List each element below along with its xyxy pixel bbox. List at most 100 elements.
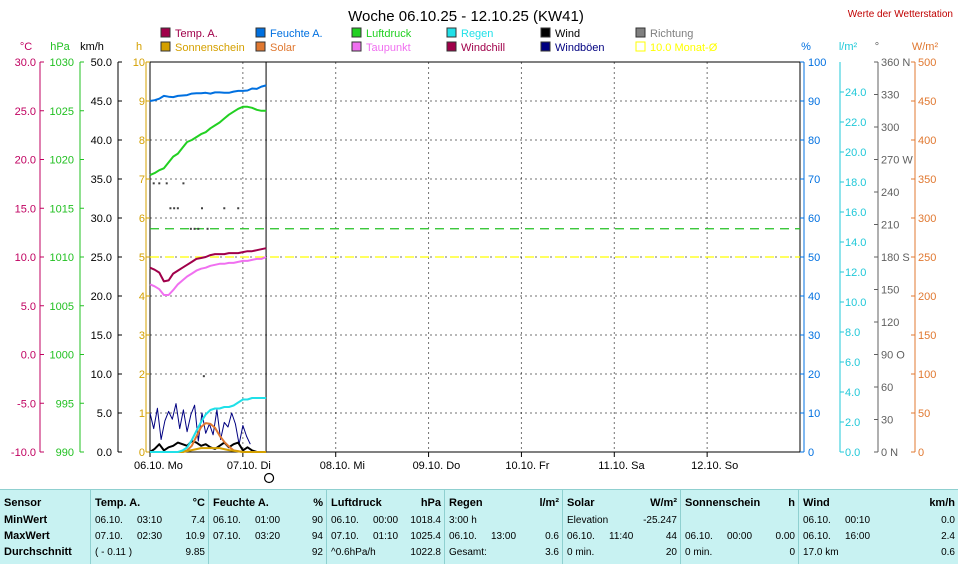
stats-cell-date: 06.10. (449, 531, 477, 542)
series-line-temp-a (149, 247, 267, 283)
axis-tick-label-pressure: 1005 (50, 301, 74, 313)
stats-row-label: MinWert (4, 514, 48, 526)
axis-tick-label-solar: 250 (918, 252, 936, 264)
stats-cell-time: 02:30 (137, 531, 163, 542)
axis-tick-label-rain: 10.0 (845, 297, 866, 309)
legend-swatch-wind (540, 27, 551, 38)
weather-chart: Woche 06.10.25 - 12.10.25 (KW41) Werte de… (11, 8, 953, 484)
axis-tick-label-sun: 5 (139, 252, 145, 264)
stats-header: Solar W/m² (567, 496, 677, 511)
series-line-taupunkt (149, 256, 267, 296)
stats-row: 3:00 h (449, 513, 559, 528)
stats-row: ^0.6hPa/h 1022.8 (331, 545, 441, 560)
stats-row-label: MaxWert (4, 530, 50, 542)
axis-tick-label-pressure: 1030 (50, 57, 74, 69)
stats-cell-value: 94 (311, 531, 323, 542)
stats-header-unit: W/m² (650, 497, 677, 509)
axis-tick-label-sun: 4 (139, 291, 145, 303)
stats-cell-date: ( - 0.11 ) (95, 547, 133, 558)
axis-tick-label-wind: 45.0 (91, 96, 112, 108)
axis-tick-label-humidity: 60 (808, 213, 820, 225)
axis-tick-label-direction: 90 O (881, 350, 905, 362)
stats-cell-value: 92 (311, 547, 323, 558)
stats-header-unit: h (788, 497, 795, 509)
legend-label-luftdruck: Luftdruck (366, 28, 412, 40)
stats-row: Gesamt: 3.6 (449, 545, 559, 560)
axis-tick-label-pressure: 1010 (50, 252, 74, 264)
legend-swatch-10-0-monat (635, 41, 646, 52)
axis-tick-label-temp: 30.0 (15, 57, 36, 69)
axis-tick-label-direction: 180 S (881, 252, 910, 264)
statistics-table: Sensor MinWert MaxWert Durchschnitt Temp. A.… (0, 489, 958, 564)
stats-cell-time: 01:10 (373, 531, 399, 542)
legend-label-regen: Regen (461, 28, 493, 40)
legend-label-sonnenschein: Sonnenschein (175, 42, 245, 54)
axis-tick-label-solar: 400 (918, 135, 936, 147)
axis-tick-label-rain: 22.0 (845, 117, 866, 129)
axis-tick-label-sun: 1 (139, 408, 145, 420)
axis-tick-label-direction: 150 (881, 285, 899, 297)
series-line-luftdruck (149, 105, 267, 177)
axis-tick-label-humidity: 70 (808, 174, 820, 186)
axis-tick-label-pressure: 1015 (50, 203, 74, 215)
point-richtung (169, 207, 172, 210)
stats-cell-date: ^0.6hPa/h (331, 547, 376, 558)
axis-tick-label-temp: 5.0 (21, 301, 36, 313)
stats-row: 06.10. 11:40 44 (567, 529, 677, 544)
stats-cell-date: 07.10. (213, 531, 241, 542)
stats-header-label: Sensor (4, 497, 42, 509)
axis-tick-label-humidity: 10 (808, 408, 820, 420)
stats-row: 06.10. 01:00 90 (213, 513, 323, 528)
legend-label-windb-en: Windböen (555, 42, 605, 54)
legend-swatch-solar (255, 41, 266, 52)
axis-unit-temp: °C (20, 41, 32, 53)
legend-label-solar: Solar (270, 42, 296, 54)
axis-tick-label-solar: 500 (918, 57, 936, 69)
stats-row: Durchschnitt (4, 545, 86, 560)
stats-cell-date: 06.10. (331, 515, 359, 526)
stats-cell-date: 06.10. (803, 515, 831, 526)
stats-cell-value: 0.6 (545, 531, 559, 542)
stats-cell-time: 03:10 (137, 515, 163, 526)
stats-cell-time: 01:00 (255, 515, 281, 526)
x-tick-label: 08.10. Mi (320, 460, 365, 472)
axis-tick-label-temp: 10.0 (15, 252, 36, 264)
axis-tick-label-wind: 35.0 (91, 174, 112, 186)
axis-tick-label-direction: 240 (881, 187, 899, 199)
stats-row: 06.10. 03:10 7.4 (95, 513, 205, 528)
stats-cell-time: 00:00 (727, 531, 753, 542)
chart-title: Woche 06.10.25 - 12.10.25 (KW41) (348, 8, 584, 25)
axis-tick-label-sun: 8 (139, 135, 145, 147)
axis-tick-label-sun: 3 (139, 330, 145, 342)
x-tick-label: 09.10. Do (413, 460, 461, 472)
station-note: Werte der Wetterstation (848, 9, 953, 20)
stats-header-label: Sonnenschein (685, 497, 761, 509)
axis-tick-label-direction: 30 (881, 415, 893, 427)
legend-label-10-0-monat: 10.0 Monat-Ø (650, 42, 718, 54)
stats-cell-date: 07.10. (95, 531, 123, 542)
stats-header: Wind km/h (803, 496, 955, 511)
legend-swatch-sonnenschein (160, 41, 171, 52)
point-richtung (182, 182, 185, 185)
stats-cell-value: 20 (665, 547, 677, 558)
point-richtung (165, 182, 168, 185)
x-tick-label: 07.10. Di (227, 460, 271, 472)
axis-tick-label-humidity: 20 (808, 369, 820, 381)
axis-tick-label-pressure: 1020 (50, 155, 74, 167)
axis-tick-label-direction: 0 N (881, 447, 898, 459)
axis-tick-label-solar: 150 (918, 330, 936, 342)
axis-tick-label-rain: 16.0 (845, 207, 866, 219)
axis-tick-label-rain: 0.0 (845, 447, 860, 459)
stats-column: Wind km/h 06.10. 00:10 0.0 06.10. 16:00 2.4 17.0… (798, 490, 958, 564)
stats-cell-value: 7.4 (191, 515, 205, 526)
axis-tick-label-humidity: 100 (808, 57, 826, 69)
stats-header: Temp. A. °C (95, 496, 205, 511)
stats-cell-time: 03:20 (255, 531, 281, 542)
point-richtung (223, 207, 226, 210)
stats-header-unit: l/m² (539, 497, 559, 509)
legend-swatch-windchill (446, 41, 457, 52)
point-richtung (201, 207, 203, 210)
axis-tick-label-temp: 20.0 (15, 155, 36, 167)
stats-header-label: Temp. A. (95, 497, 141, 509)
stats-row (685, 513, 795, 528)
